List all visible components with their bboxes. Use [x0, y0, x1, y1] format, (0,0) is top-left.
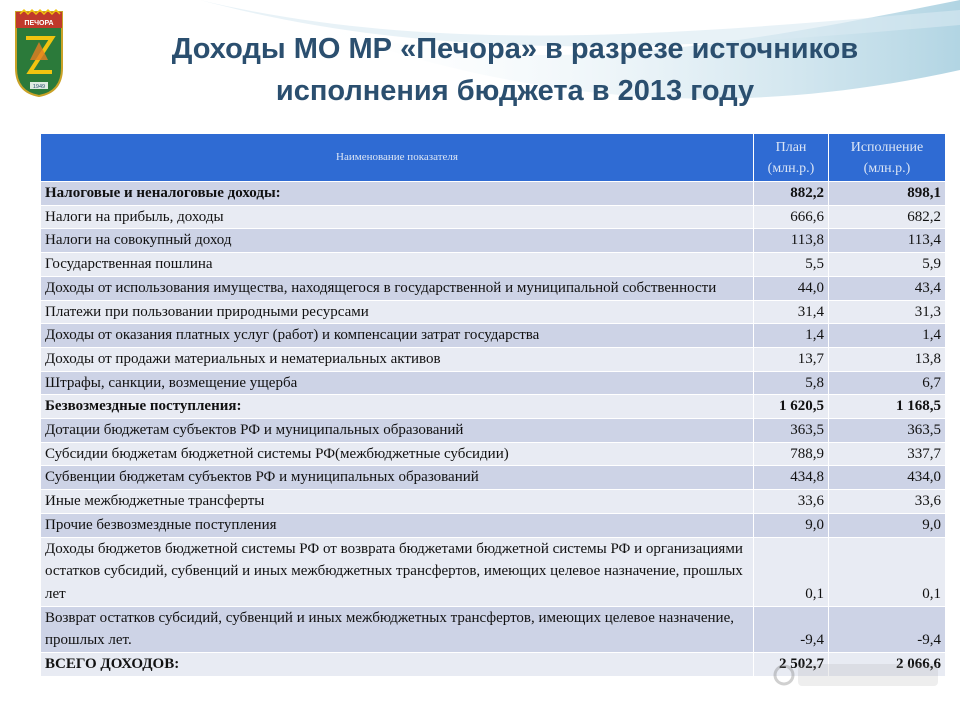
- row-plan: 113,8: [753, 228, 829, 254]
- row-name: Возврат остатков субсидий, субвенций и и…: [40, 605, 754, 654]
- column-header-execution: Исполнение (млн.р.): [828, 133, 946, 182]
- row-name: Налоги на совокупный доход: [40, 228, 754, 254]
- row-execution: 1,4: [828, 323, 946, 348]
- row-plan: 13,7: [753, 346, 829, 372]
- table-row: Налоги на прибыль, доходы 666,6 682,2: [40, 204, 946, 230]
- table-row: Доходы от использования имущества, наход…: [40, 275, 946, 301]
- table-row: Налоговые и неналоговые доходы: 882,2 89…: [40, 181, 946, 206]
- row-name: Безвозмездные поступления:: [40, 394, 754, 420]
- table-row: Доходы от оказания платных услуг (работ)…: [40, 323, 946, 348]
- row-execution: 434,0: [828, 465, 946, 491]
- row-execution: 5,9: [828, 252, 946, 277]
- page-title-line-2: исполнения бюджета в 2013 году: [275, 75, 755, 107]
- column-header-plan: План (млн.р.): [753, 133, 829, 182]
- table-row: Государственная пошлина 5,5 5,9: [40, 252, 946, 277]
- svg-text:1949: 1949: [33, 84, 45, 90]
- table-row: Штрафы, санкции, возмещение ущерба 5,8 6…: [40, 370, 946, 396]
- row-execution: 2 066,6: [828, 652, 946, 677]
- table-row: Налоги на совокупный доход 113,8 113,4: [40, 228, 946, 254]
- table-row: Субвенции бюджетам субъектов РФ и муници…: [40, 465, 946, 491]
- row-name: Штрафы, санкции, возмещение ущерба: [40, 370, 754, 396]
- row-name: Доходы бюджетов бюджетной системы РФ от …: [40, 536, 754, 607]
- row-plan: 363,5: [753, 418, 829, 443]
- row-execution: 9,0: [828, 512, 946, 538]
- table-row: Возврат остатков субсидий, субвенций и и…: [40, 605, 946, 654]
- row-plan: 434,8: [753, 465, 829, 491]
- header-background-swoosh: [200, 0, 960, 99]
- row-execution: 31,3: [828, 299, 946, 325]
- table-header-row: Наименование показателя План (млн.р.) Ис…: [40, 133, 946, 182]
- row-plan: 1,4: [753, 323, 829, 348]
- row-execution: -9,4: [828, 605, 946, 654]
- row-execution: 13,8: [828, 346, 946, 372]
- row-plan: 44,0: [753, 275, 829, 301]
- svg-text:ПЕЧОРА: ПЕЧОРА: [24, 20, 53, 27]
- row-name: Прочие безвозмездные поступления: [40, 512, 754, 538]
- table-row: Доходы от продажи материальных и нематер…: [40, 346, 946, 372]
- row-name: Налоги на прибыль, доходы: [40, 204, 754, 230]
- row-plan: 882,2: [753, 181, 829, 206]
- table-row: Прочие безвозмездные поступления 9,0 9,0: [40, 512, 946, 538]
- column-header-name: Наименование показателя: [40, 133, 754, 182]
- row-execution: 363,5: [828, 418, 946, 443]
- page-title-line-1: Доходы МО МР «Печора» в разрезе источник…: [171, 33, 859, 65]
- row-execution: 1 168,5: [828, 394, 946, 420]
- row-plan: 33,6: [753, 489, 829, 514]
- row-name: Платежи при пользовании природными ресур…: [40, 299, 754, 325]
- row-execution: 898,1: [828, 181, 946, 206]
- row-plan: 788,9: [753, 441, 829, 467]
- row-execution: 113,4: [828, 228, 946, 254]
- row-plan: 5,5: [753, 252, 829, 277]
- row-name: Доходы от продажи материальных и нематер…: [40, 346, 754, 372]
- row-execution: 33,6: [828, 489, 946, 514]
- pechora-coat-of-arms-icon: ПЕЧОРА 1949: [15, 8, 63, 98]
- row-name: ВСЕГО ДОХОДОВ:: [40, 652, 754, 677]
- row-name: Иные межбюджетные трансферты: [40, 489, 754, 514]
- row-name: Дотации бюджетам субъектов РФ и муниципа…: [40, 418, 754, 443]
- row-name: Субвенции бюджетам субъектов РФ и муници…: [40, 465, 754, 491]
- budget-revenue-table: Наименование показателя План (млн.р.) Ис…: [40, 133, 946, 677]
- table-row: Субсидии бюджетам бюджетной системы РФ(м…: [40, 441, 946, 467]
- row-plan: 1 620,5: [753, 394, 829, 420]
- row-plan: 0,1: [753, 536, 829, 607]
- row-name: Доходы от использования имущества, наход…: [40, 275, 754, 301]
- row-plan: 2 502,7: [753, 652, 829, 677]
- row-execution: 43,4: [828, 275, 946, 301]
- table-row: Доходы бюджетов бюджетной системы РФ от …: [40, 536, 946, 607]
- row-name: Налоговые и неналоговые доходы:: [40, 181, 754, 206]
- page-title: Доходы МО МР «Печора» в разрезе источник…: [80, 28, 950, 112]
- table-row-total: ВСЕГО ДОХОДОВ: 2 502,7 2 066,6: [40, 652, 946, 677]
- table-row: Платежи при пользовании природными ресур…: [40, 299, 946, 325]
- row-plan: 31,4: [753, 299, 829, 325]
- row-name: Государственная пошлина: [40, 252, 754, 277]
- row-plan: 5,8: [753, 370, 829, 396]
- row-name: Субсидии бюджетам бюджетной системы РФ(м…: [40, 441, 754, 467]
- row-plan: 9,0: [753, 512, 829, 538]
- row-plan: -9,4: [753, 605, 829, 654]
- row-execution: 6,7: [828, 370, 946, 396]
- row-execution: 0,1: [828, 536, 946, 607]
- row-execution: 682,2: [828, 204, 946, 230]
- row-name: Доходы от оказания платных услуг (работ)…: [40, 323, 754, 348]
- table-row: Иные межбюджетные трансферты 33,6 33,6: [40, 489, 946, 514]
- table-row: Безвозмездные поступления: 1 620,5 1 168…: [40, 394, 946, 420]
- row-execution: 337,7: [828, 441, 946, 467]
- table-row: Дотации бюджетам субъектов РФ и муниципа…: [40, 418, 946, 443]
- row-plan: 666,6: [753, 204, 829, 230]
